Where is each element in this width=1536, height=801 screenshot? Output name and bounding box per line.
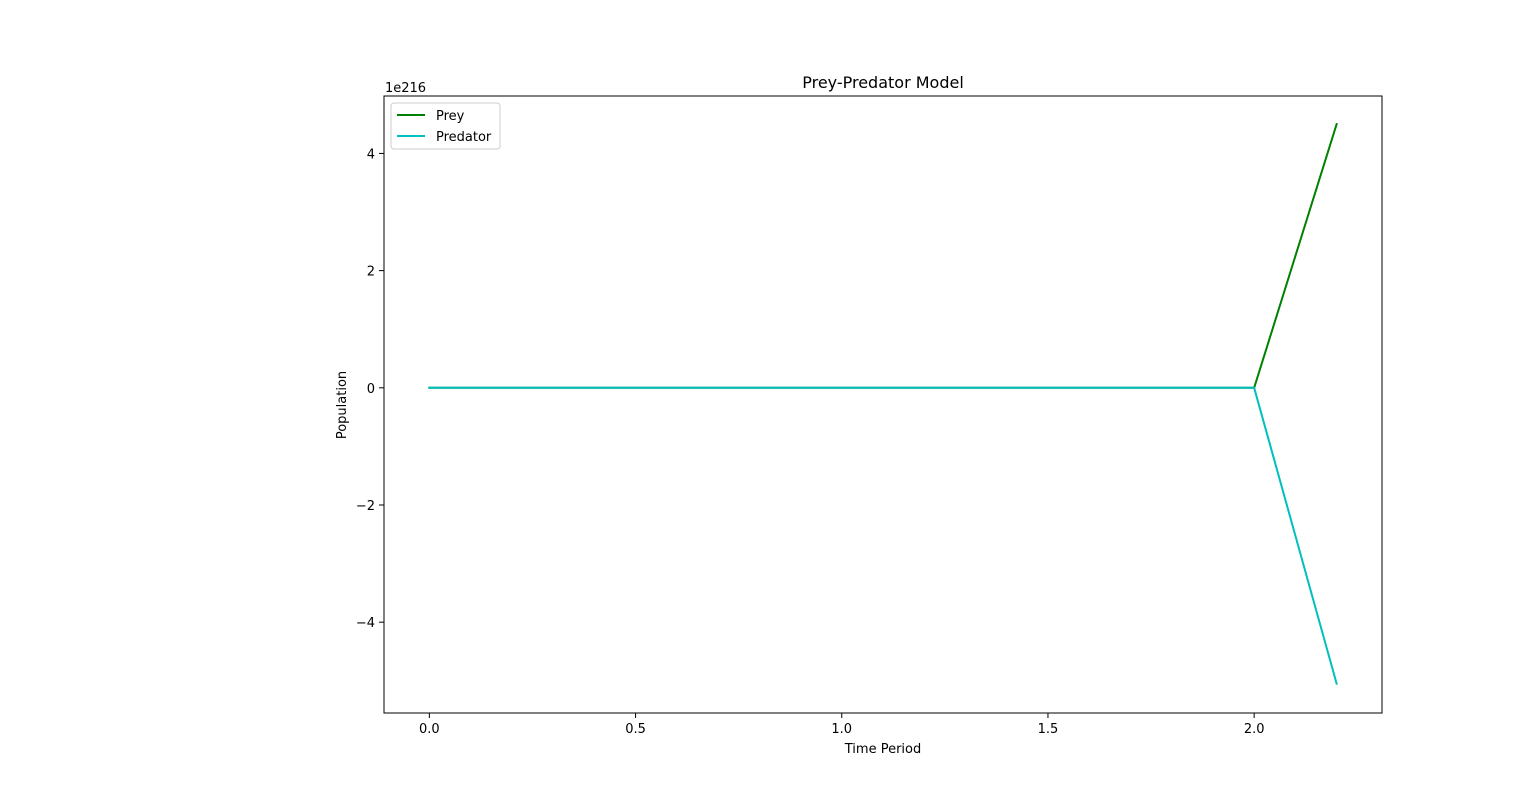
- axes-frame: [383, 95, 1383, 714]
- plot-area: [383, 95, 1383, 714]
- legend-label-predator: Predator: [436, 130, 492, 145]
- x-tick-label: 0.5: [625, 722, 646, 737]
- series-line-predator: [428, 386, 1338, 685]
- y-tick-label: 0: [367, 382, 375, 397]
- x-axis-label: Time Period: [844, 742, 921, 757]
- chart-title: Prey-Predator Model: [802, 73, 964, 92]
- plot-background: [384, 96, 1382, 713]
- y-axis-offset-label: 1e216: [385, 81, 426, 96]
- legend: Prey Predator: [390, 102, 501, 150]
- x-tick-label: 0.0: [419, 722, 440, 737]
- legend-label-prey: Prey: [436, 109, 465, 124]
- y-tick-label: 4: [367, 147, 375, 162]
- x-tick-label: 2.0: [1244, 722, 1265, 737]
- y-tick-label: −4: [356, 616, 375, 631]
- axis-ticks: 0.0 0.5 1.0 1.5 2.0 −4 −2 0 2 4: [356, 147, 1265, 737]
- x-tick-label: 1.5: [1038, 722, 1059, 737]
- y-axis-label: Population: [335, 371, 350, 439]
- y-tick-label: 2: [367, 265, 375, 280]
- x-tick-label: 1.0: [831, 722, 852, 737]
- y-tick-label: −2: [356, 499, 375, 514]
